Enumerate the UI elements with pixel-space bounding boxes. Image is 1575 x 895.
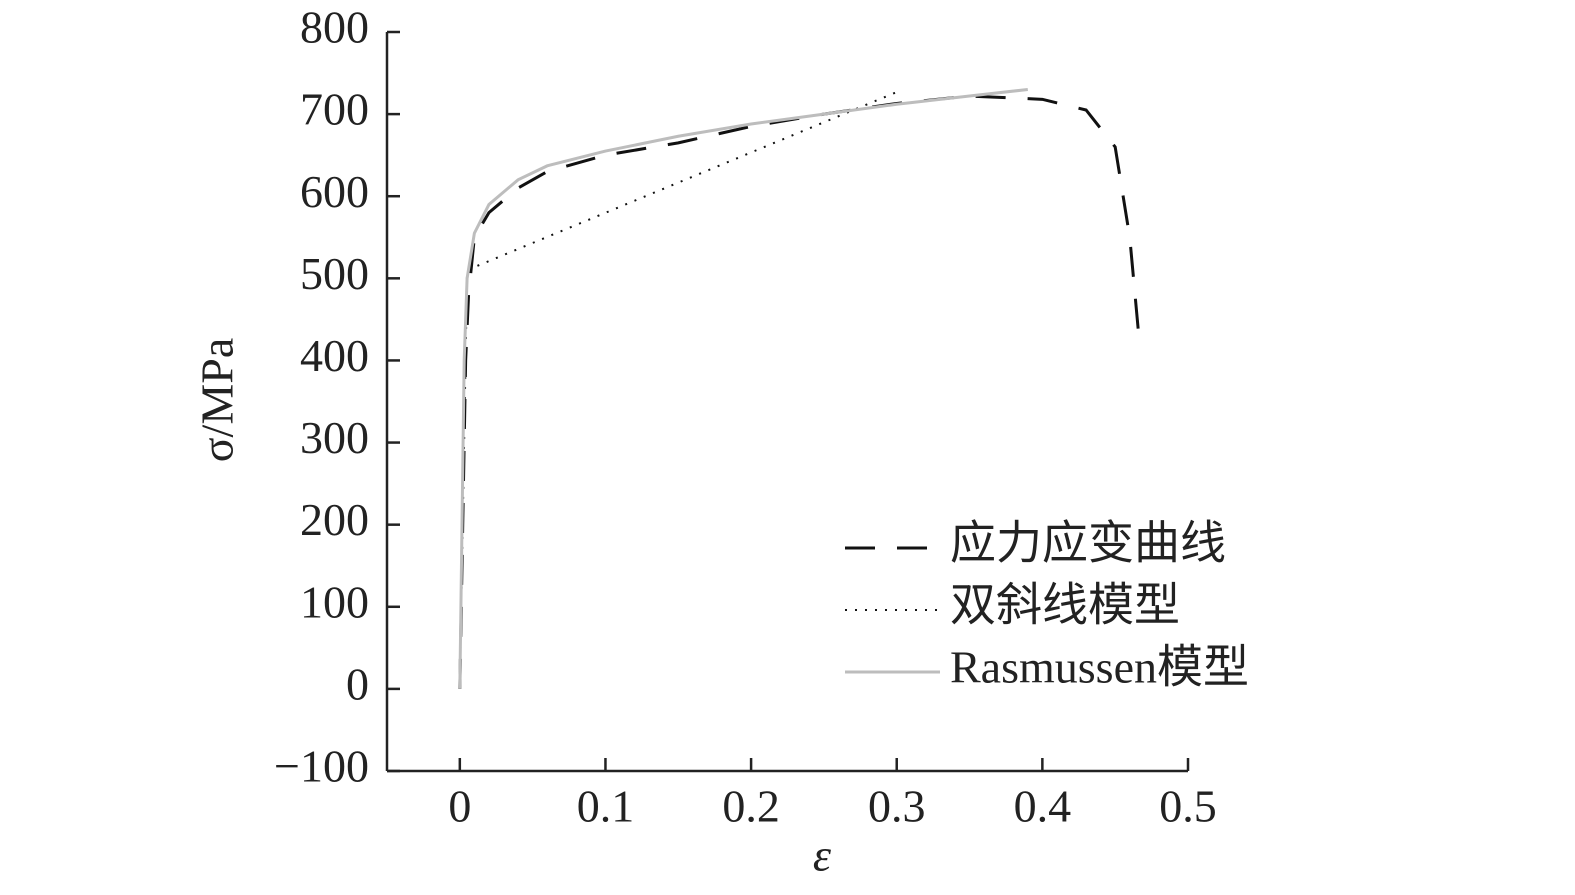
x-tick-label: 0.1 xyxy=(577,781,635,832)
series-line xyxy=(458,87,1028,689)
legend-label: 应力应变曲线 xyxy=(950,518,1226,569)
y-tick-label: 300 xyxy=(300,412,369,463)
x-tick-label: 0.2 xyxy=(722,781,780,832)
y-tick-label: 0 xyxy=(346,658,369,709)
y-tick-label: −100 xyxy=(274,741,369,792)
series-line xyxy=(458,89,902,689)
y-tick-label: 700 xyxy=(300,84,369,135)
x-axis-label: ε xyxy=(813,830,832,881)
x-tick-label: 0 xyxy=(448,781,471,832)
y-tick-label: 800 xyxy=(300,2,369,53)
y-tick-label: 400 xyxy=(300,330,369,381)
x-tick-label: 0.3 xyxy=(868,781,926,832)
legend-label: Rasmussen模型 xyxy=(950,642,1249,693)
y-tick-label: 500 xyxy=(300,248,369,299)
y-tick-label: 100 xyxy=(300,576,369,627)
y-tick-label: 600 xyxy=(300,166,369,217)
y-axis-label: σ/MPa xyxy=(192,338,243,462)
series-line xyxy=(458,94,1142,689)
x-tick-label: 0.5 xyxy=(1159,781,1217,832)
y-tick-label: 200 xyxy=(300,494,369,545)
x-tick-label: 0.4 xyxy=(1014,781,1072,832)
legend-label: 双斜线模型 xyxy=(950,580,1180,631)
